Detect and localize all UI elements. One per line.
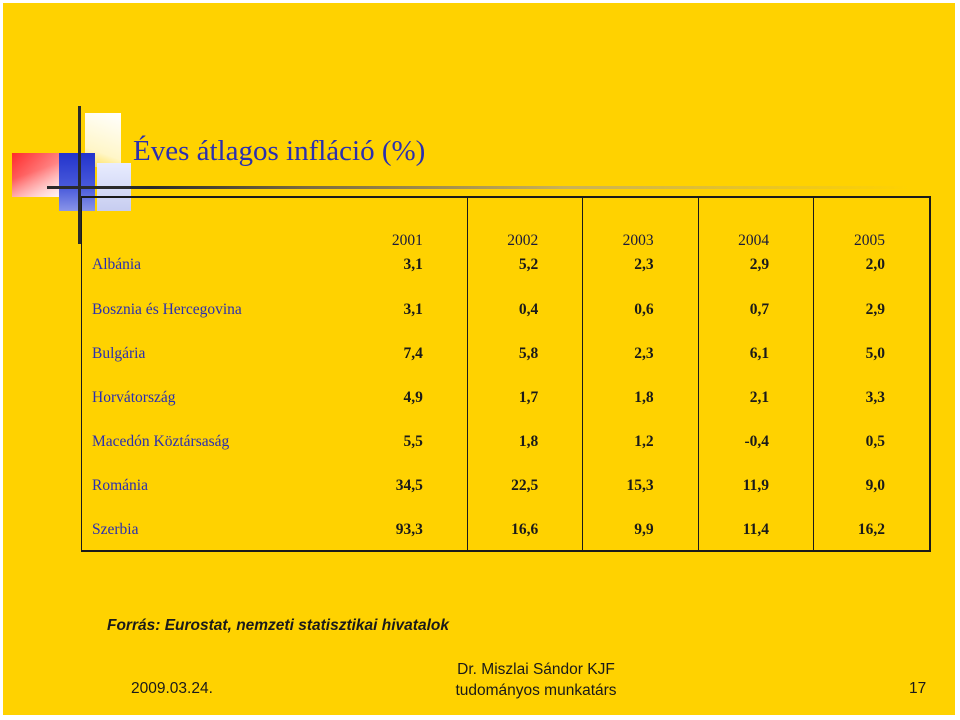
table-cell: 16,6 [467, 508, 584, 552]
header-corner [82, 198, 352, 254]
column-header: 2001 [352, 198, 468, 254]
country-label: Szerbia [92, 521, 139, 538]
table-row: Horvátország 4,9 1,7 1,8 2,1 3,3 [82, 376, 929, 420]
country-label: Bulgária [92, 345, 146, 362]
table-cell: 2,9 [865, 301, 885, 318]
country-label: Horvátország [92, 389, 176, 406]
source-note: Forrás: Eurostat, nemzeti statisztikai h… [107, 617, 449, 634]
table-cell: -0,4 [698, 420, 815, 464]
footer-author-name: Dr. Miszlai Sándor KJF [457, 661, 615, 678]
table-row: Albánia 3,1 5,2 2,3 2,9 2,0 [82, 254, 929, 288]
table-cell: 3,1 [352, 254, 468, 288]
table-cell: 2,1 [698, 376, 815, 420]
logo-vertical-line [78, 106, 81, 244]
table-cell: 2,3 [582, 254, 699, 288]
footer-date: 2009.03.24. [131, 680, 213, 697]
table-header-row: 2001 2002 2003 2004 2005 [82, 198, 929, 254]
country-label: Macedón Köztársaság [92, 433, 230, 450]
footer-author: Dr. Miszlai Sándor KJF tudományos munkat… [441, 659, 631, 701]
country-label: Románia [92, 477, 148, 494]
table-cell: 11,4 [698, 508, 815, 552]
table-cell: 15,3 [582, 464, 699, 508]
table-cell: 2,3 [582, 332, 699, 376]
footer-page-number: 17 [909, 680, 927, 697]
table-cell: 0,5 [865, 433, 885, 450]
table-cell: 5,8 [467, 332, 584, 376]
table-cell: 9,0 [865, 477, 885, 494]
table-cell: 1,8 [467, 420, 584, 464]
table-cell: 16,2 [857, 521, 885, 538]
table-cell: 5,2 [467, 254, 584, 288]
table-cell: 0,4 [467, 288, 584, 332]
table-cell: 93,3 [352, 508, 468, 552]
inflation-table: 2001 2002 2003 2004 2005 Albánia 3,1 5,2 2,… [81, 196, 931, 552]
table-cell: 0,6 [582, 288, 699, 332]
table-cell: 1,2 [582, 420, 699, 464]
slide: Éves átlagos infláció (%) 2001 2002 2003… [3, 3, 955, 715]
table-cell: 3,3 [865, 389, 885, 406]
logo-blue-block [59, 153, 95, 211]
column-header: 2003 [582, 198, 699, 254]
slide-title: Éves átlagos infláció (%) [133, 135, 426, 167]
table-row: Bosznia és Hercegovina 3,1 0,4 0,6 0,7 2,9 [82, 288, 929, 332]
table-row: Románia 34,5 22,5 15,3 11,9 9,0 [82, 464, 929, 508]
table-cell: 5,5 [352, 420, 468, 464]
table-cell: 34,5 [352, 464, 468, 508]
table-cell: 9,9 [582, 508, 699, 552]
table-cell: 1,7 [467, 376, 584, 420]
table-cell: 5,0 [865, 345, 885, 362]
table-row: Szerbia 93,3 16,6 9,9 11,4 16,2 [82, 508, 929, 552]
column-header: 2005 [854, 232, 885, 249]
column-header: 2002 [467, 198, 584, 254]
table-cell: 2,0 [865, 256, 885, 273]
footer-author-role: tudományos munkatárs [455, 682, 617, 699]
table-row: Macedón Köztársaság 5,5 1,8 1,2 -0,4 0,5 [82, 420, 929, 464]
title-underline [47, 186, 909, 189]
column-header: 2004 [698, 198, 815, 254]
country-label: Bosznia és Hercegovina [92, 301, 242, 318]
table-cell: 7,4 [352, 332, 468, 376]
table-cell: 0,7 [698, 288, 815, 332]
table-row: Bulgária 7,4 5,8 2,3 6,1 5,0 [82, 332, 929, 376]
country-label: Albánia [92, 256, 142, 273]
table-cell: 1,8 [582, 376, 699, 420]
table-cell: 11,9 [698, 464, 815, 508]
table-cell: 4,9 [352, 376, 468, 420]
table-cell: 3,1 [352, 288, 468, 332]
table-cell: 22,5 [467, 464, 584, 508]
table-cell: 2,9 [698, 254, 815, 288]
table-cell: 6,1 [698, 332, 815, 376]
